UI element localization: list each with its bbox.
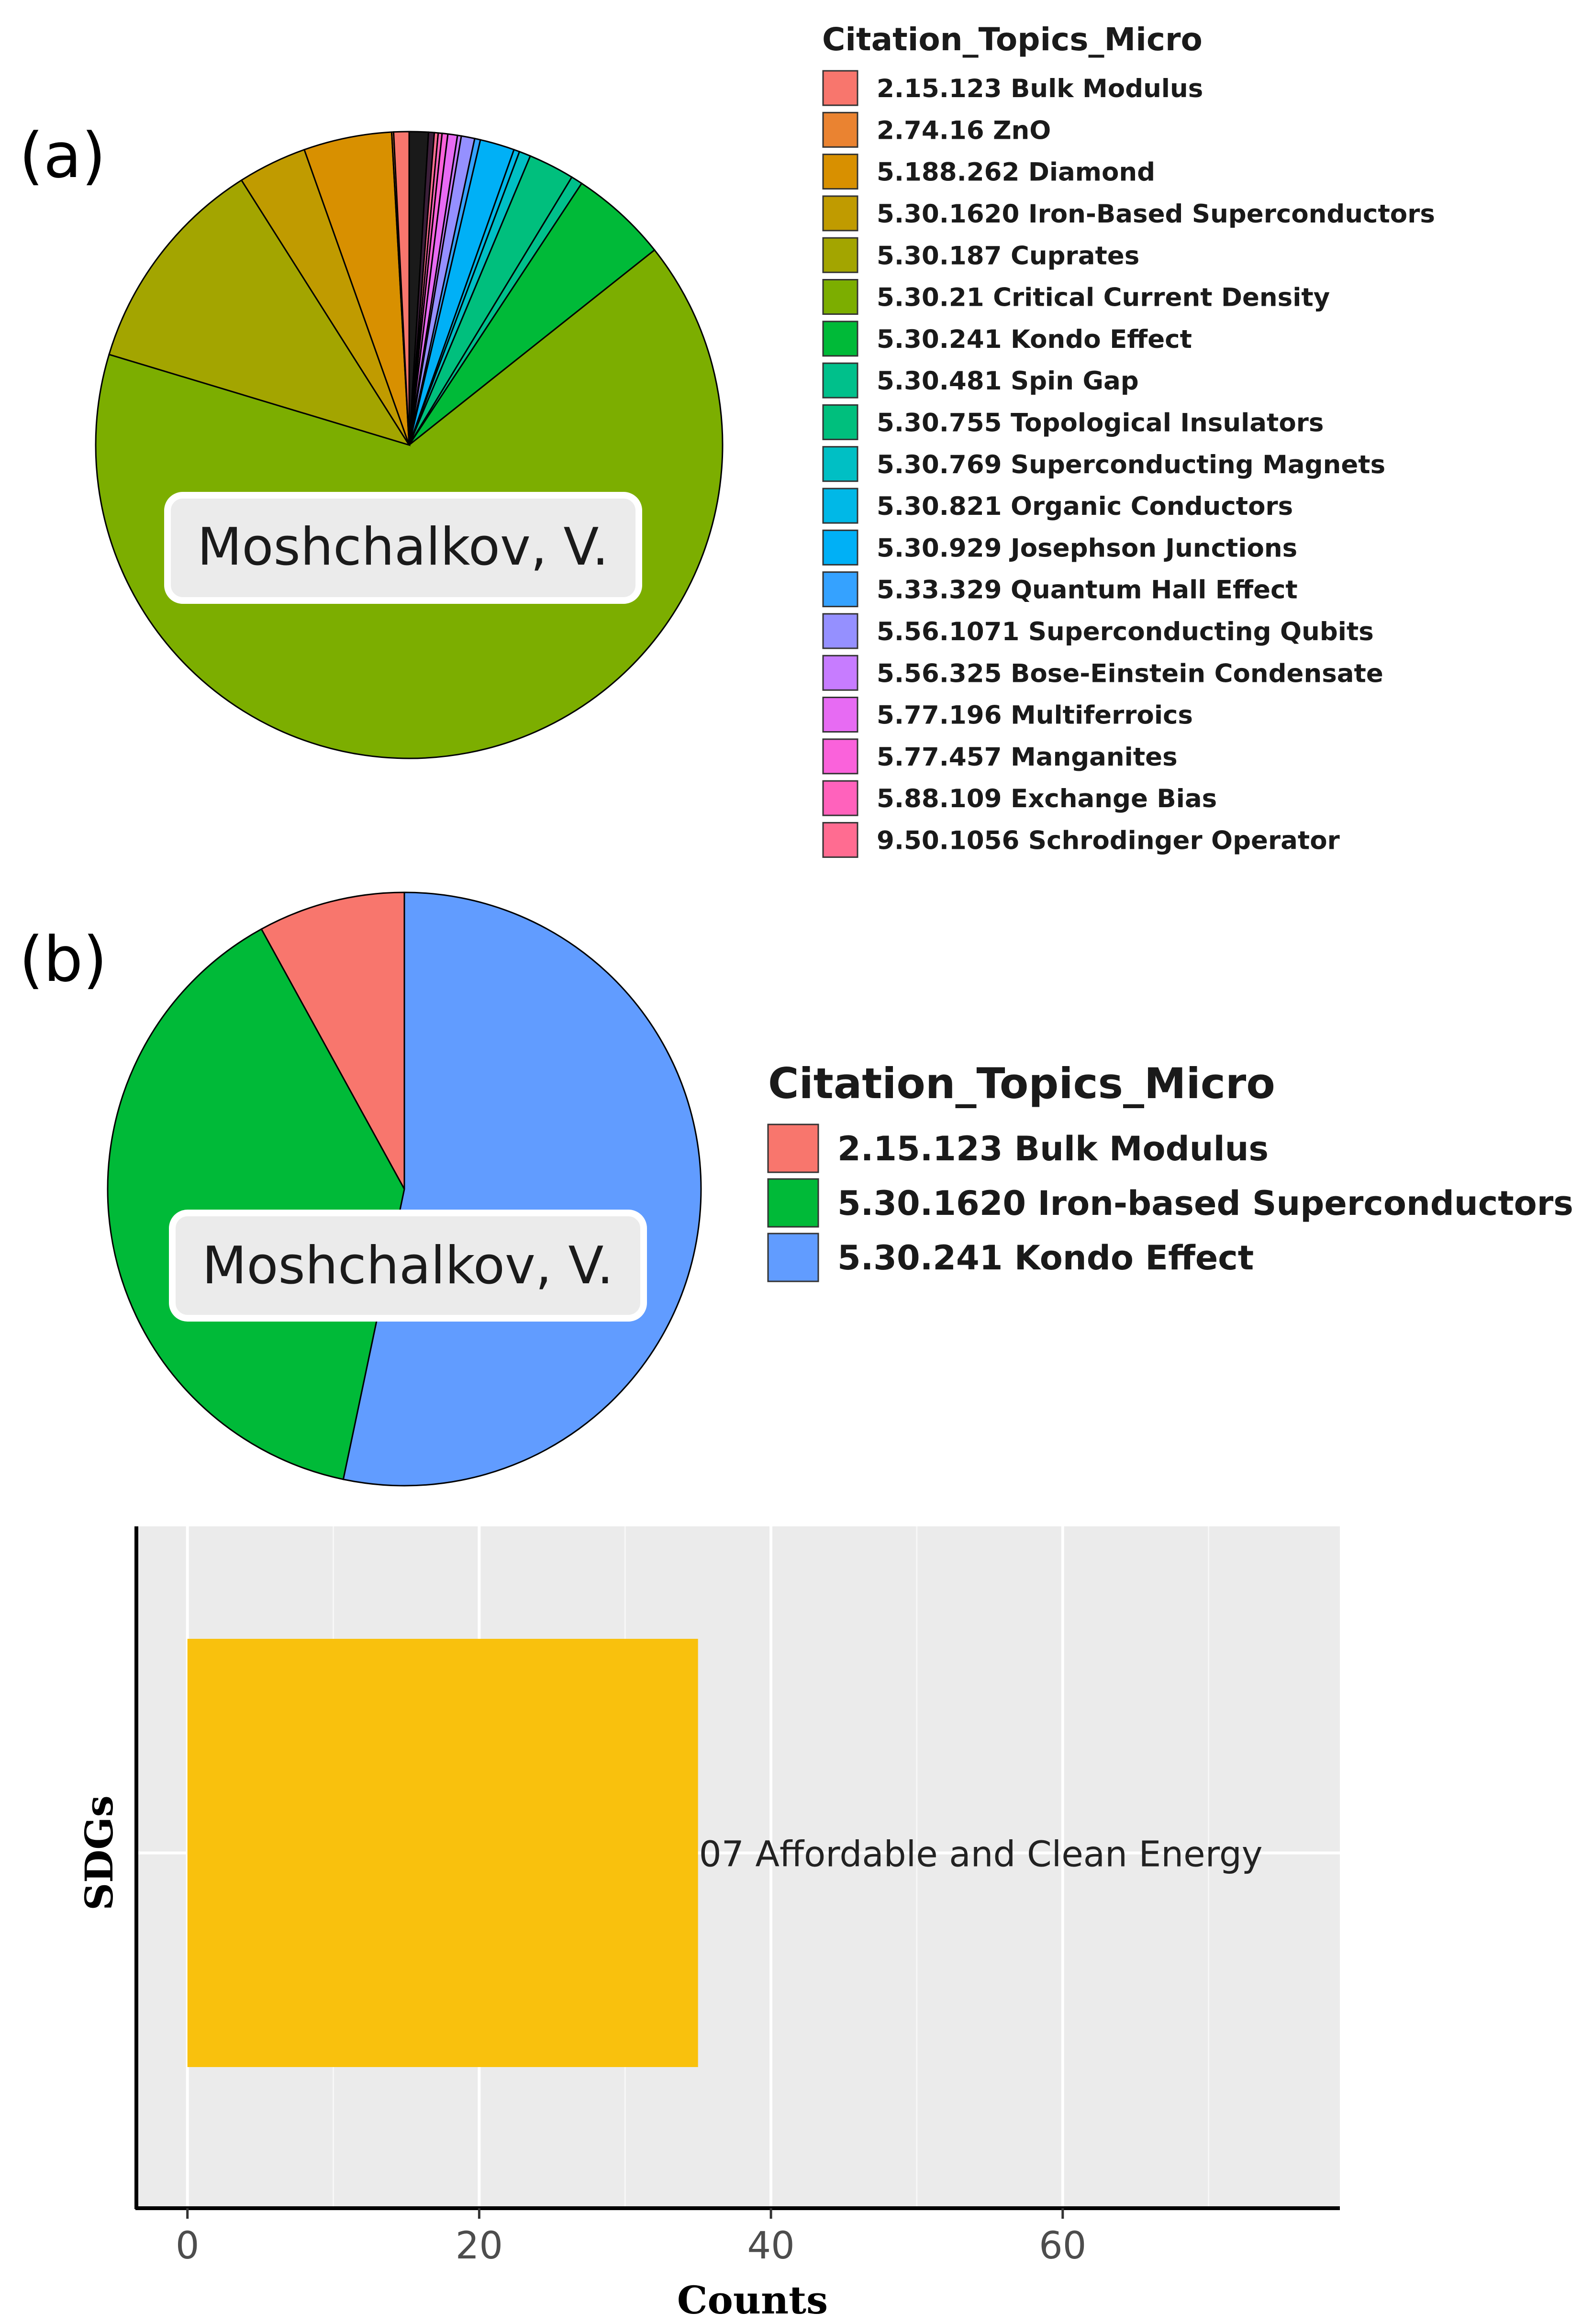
pie-a-slice-20 (392, 131, 410, 445)
legend-a-label-5: 5.30.21 Critical Current Density (877, 283, 1330, 312)
bar-chart: 07 Affordable and Clean Energy 0 20 40 60 Cou… (77, 1526, 1340, 2323)
name-box-a: Moshchalkov, V. (164, 492, 642, 604)
legend-a-swatch-5 (822, 279, 858, 315)
pie-b-slice-2 (260, 891, 405, 1190)
legend-b-label-1: 5.30.1620 Iron-based Superconductors (837, 1184, 1573, 1223)
name-box-b: Moshchalkov, V. (169, 1210, 647, 1322)
legend-a-swatch-7 (822, 362, 858, 399)
legend-a-label-18: 9.50.1056 Schrodinger Operator (877, 826, 1340, 855)
y-axis-title: SDGs (77, 1795, 122, 1911)
legend-a-swatch-12 (822, 571, 858, 608)
legend-a-swatch-2 (822, 154, 858, 190)
x-tick-label: 0 (176, 2224, 200, 2268)
name-label-b: Moshchalkov, V. (202, 1236, 613, 1296)
x-axis-title: Counts (677, 2278, 828, 2323)
legend-a-label-3: 5.30.1620 Iron-Based Superconductors (877, 200, 1435, 229)
legend-a: 2.15.123 Bulk Modulus 2.74.16 ZnO 5.188.26… (822, 70, 1435, 858)
name-label-a: Moshchalkov, V. (197, 517, 609, 577)
legend-a-swatch-16 (822, 738, 858, 775)
legend-b-label-0: 2.15.123 Bulk Modulus (837, 1129, 1269, 1168)
legend-a-swatch-13 (822, 613, 858, 649)
legend-a-swatch-10 (822, 488, 858, 524)
legend-a-label-15: 5.77.196 Multiferroics (877, 701, 1193, 730)
legend-a-label-0: 2.15.123 Bulk Modulus (877, 74, 1203, 103)
legend-a-swatch-15 (822, 697, 858, 733)
legend-a-swatch-1 (822, 111, 858, 148)
panel-b-label: (b) (19, 923, 107, 996)
pie-b-slice-1 (107, 928, 405, 1480)
bar-0 (187, 1639, 698, 2067)
legend-a-label-12: 5.33.329 Quantum Hall Effect (877, 576, 1298, 605)
legend-a-label-1: 2.74.16 ZnO (877, 116, 1051, 145)
legend-a-swatch-3 (822, 195, 858, 232)
legend-b-swatch-2 (767, 1233, 819, 1282)
legend-a-label-6: 5.30.241 Kondo Effect (877, 325, 1192, 354)
bar-label-0: 07 Affordable and Clean Energy (699, 1834, 1263, 1875)
legend-a-swatch-8 (822, 404, 858, 440)
legend-a-label-2: 5.188.262 Diamond (877, 158, 1155, 187)
legend-a-swatch-9 (822, 446, 858, 482)
legend-a-label-17: 5.88.109 Exchange Bias (877, 784, 1217, 813)
x-tick-label: 60 (1039, 2224, 1086, 2268)
legend-title-a: Citation_Topics_Micro (822, 21, 1203, 58)
pie-a-slice-14 (408, 182, 656, 446)
pie-a-slice-16 (108, 179, 411, 446)
pie-a-slice-18 (303, 131, 410, 445)
x-tick-label: 40 (747, 2224, 794, 2268)
legend-b-label-2: 5.30.241 Kondo Effect (837, 1238, 1254, 1278)
pie-b-slice-0 (342, 891, 702, 1487)
x-tick-label: 20 (456, 2224, 503, 2268)
legend-a-swatch-14 (822, 655, 858, 691)
legend-a-swatch-18 (822, 822, 858, 858)
legend-a-swatch-11 (822, 529, 858, 566)
legend-b-swatch-1 (767, 1178, 819, 1228)
panel-a-label: (a) (19, 119, 106, 192)
legend-a-label-16: 5.77.457 Manganites (877, 743, 1178, 772)
legend-b-swatch-0 (767, 1123, 819, 1173)
legend-a-label-9: 5.30.769 Superconducting Magnets (877, 450, 1385, 479)
legend-a-swatch-4 (822, 237, 858, 273)
legend-a-swatch-6 (822, 321, 858, 357)
legend-a-label-4: 5.30.187 Cuprates (877, 241, 1139, 270)
legend-a-label-11: 5.30.929 Josephson Junctions (877, 534, 1297, 563)
legend-a-label-8: 5.30.755 Topological Insulators (877, 408, 1324, 437)
legend-b: 2.15.123 Bulk Modulus 5.30.1620 Iron-base… (767, 1123, 1573, 1282)
legend-title-b: Citation_Topics_Micro (768, 1059, 1275, 1108)
pie-chart-a (95, 131, 724, 759)
legend-a-label-14: 5.56.325 Bose-Einstein Condensate (877, 659, 1383, 688)
legend-a-label-7: 5.30.481 Spin Gap (877, 367, 1139, 396)
legend-a-swatch-17 (822, 780, 858, 816)
legend-a-label-13: 5.56.1071 Superconducting Qubits (877, 617, 1374, 646)
legend-a-swatch-0 (822, 70, 858, 106)
pie-chart-b (107, 891, 702, 1487)
legend-a-label-10: 5.30.821 Organic Conductors (877, 492, 1293, 521)
